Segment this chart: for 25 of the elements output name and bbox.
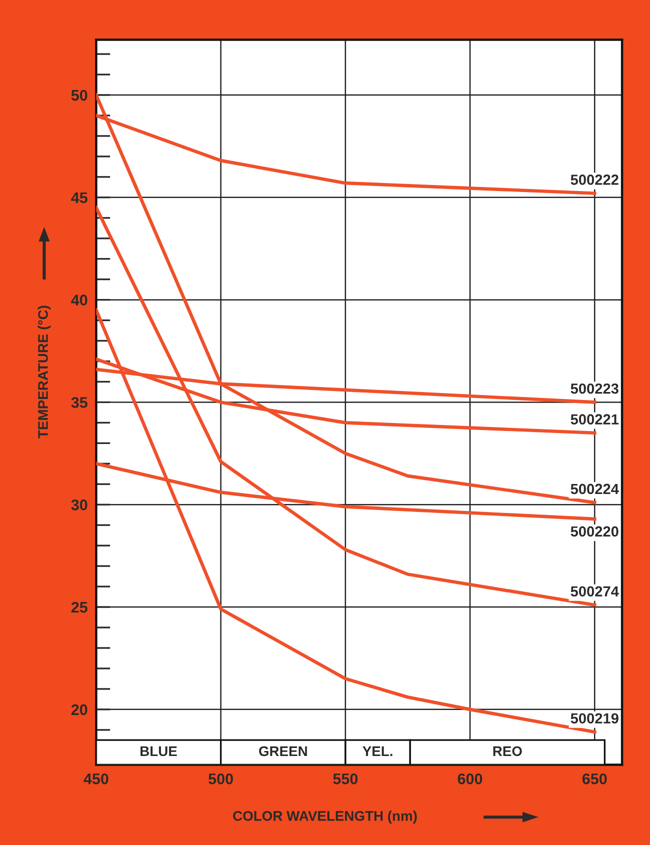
series-label: 500220 <box>570 526 618 537</box>
series-label: 500224 <box>570 484 619 494</box>
annotation: GREEN <box>259 746 307 756</box>
y-tick-label: 20 <box>71 704 88 716</box>
annotation: REO <box>493 746 522 756</box>
series-label: 500219 <box>570 713 618 724</box>
x-tick-label: 650 <box>582 773 607 784</box>
x-tick-label: 450 <box>84 773 108 784</box>
x-tick-label: 500 <box>208 773 233 784</box>
y-tick-label: 50 <box>71 90 88 101</box>
y-tick-label: 25 <box>71 602 88 613</box>
series-label: 500222 <box>570 174 618 185</box>
series-label: 500274 <box>570 586 619 597</box>
y-axis-title: TEMPERATURE (°C) <box>38 306 51 438</box>
annotation: BLUE <box>140 746 177 756</box>
series-label: 500221 <box>570 414 619 425</box>
x-tick-label: 600 <box>458 773 482 784</box>
y-tick-label: 35 <box>71 397 88 408</box>
series-label: 500223 <box>570 383 618 394</box>
x-tick-label: 550 <box>333 773 358 784</box>
y-tick-label: 45 <box>71 192 88 204</box>
annotation: YEL. <box>362 746 392 756</box>
y-tick-label: 30 <box>71 499 88 510</box>
y-tick-label: 40 <box>71 294 88 306</box>
x-axis-title: COLOR WAVELENGTH (nm) <box>233 810 417 824</box>
